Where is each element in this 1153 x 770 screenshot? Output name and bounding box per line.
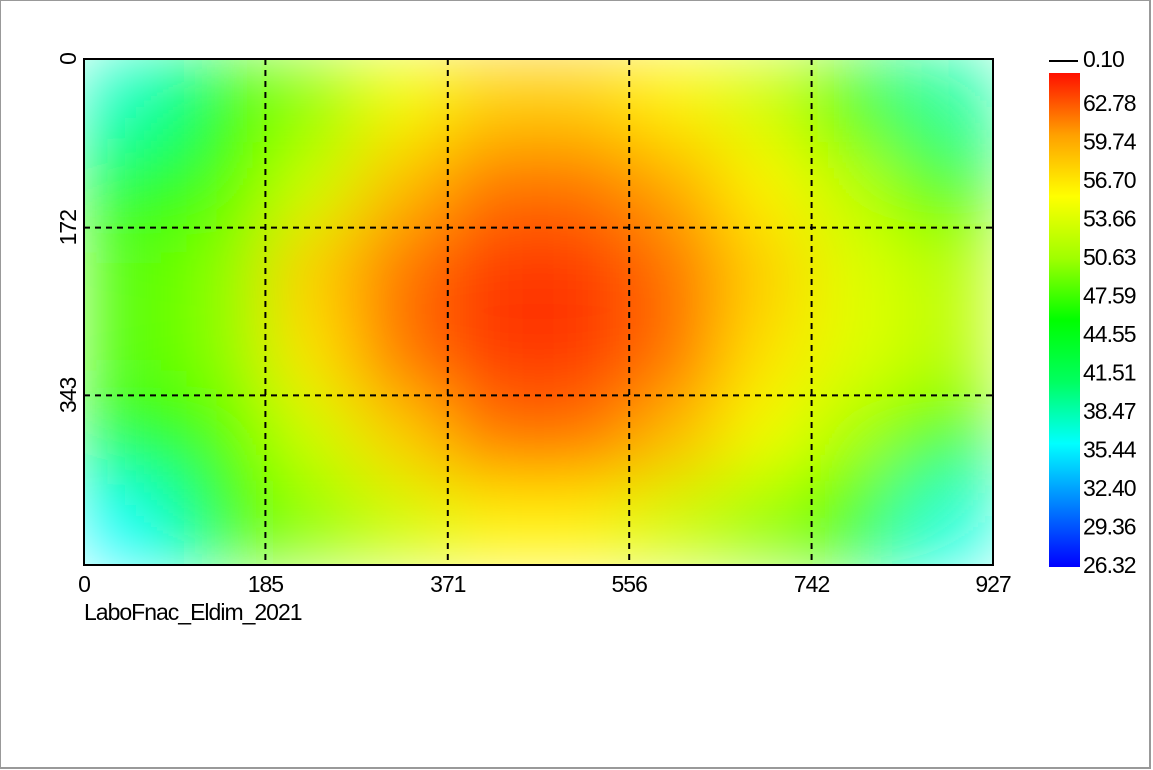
heat-cell	[174, 311, 267, 397]
y-tick-label: 172	[55, 210, 81, 246]
heat-cell	[174, 227, 267, 313]
heat-cell	[84, 59, 176, 144]
heat-cell	[84, 142, 176, 229]
heat-cell	[628, 395, 721, 482]
x-tick-label: 185	[248, 571, 284, 597]
heat-cell	[447, 227, 539, 313]
heat-cell	[174, 59, 267, 144]
plot-frame	[83, 58, 994, 566]
heatmap	[84, 59, 993, 565]
heat-cell	[265, 480, 358, 565]
heat-cell	[810, 480, 903, 565]
heat-cell	[356, 59, 449, 144]
heat-cell	[265, 395, 358, 482]
heat-cell	[447, 59, 539, 144]
heat-cell	[84, 395, 176, 482]
heat-cell	[719, 227, 812, 313]
y-tick-label: 0	[55, 53, 81, 65]
heat-cell	[628, 142, 721, 229]
heat-cell	[447, 395, 539, 482]
heat-cell	[719, 142, 812, 229]
heat-cell	[810, 59, 903, 144]
colorbar-tick-label: 35.44	[1083, 436, 1137, 462]
heat-cell	[901, 480, 993, 565]
heat-cell	[538, 480, 630, 565]
heat-cell	[538, 311, 630, 397]
colorbar-tick-label: 56.70	[1083, 167, 1136, 193]
heat-cell	[538, 142, 630, 229]
colorbar-tick-label: 59.74	[1083, 129, 1137, 155]
heat-cell	[265, 227, 358, 313]
x-tick-label: 927	[975, 571, 1011, 597]
heat-cell	[901, 311, 993, 397]
x-tick-label: 0	[78, 571, 90, 597]
heat-cell	[447, 311, 539, 397]
colorbar-tick-label: 53.66	[1083, 206, 1136, 232]
heat-cell	[356, 311, 449, 397]
heat-cell	[810, 311, 903, 397]
heat-cell	[901, 395, 993, 482]
plot-area	[84, 59, 993, 565]
colorbar-tick-label: 41.51	[1083, 360, 1136, 386]
x-tick-label: 556	[612, 571, 648, 597]
colorbar-tick-label: 26.32	[1083, 552, 1136, 578]
heat-cell	[810, 142, 903, 229]
heat-cell	[174, 395, 267, 482]
heat-cell	[84, 311, 176, 397]
heat-cell	[538, 227, 630, 313]
heat-cell	[174, 142, 267, 229]
heat-cell	[719, 480, 812, 565]
heat-cell	[810, 227, 903, 313]
heat-cell	[265, 142, 358, 229]
x-tick-label: 371	[430, 571, 466, 597]
y-tick-label: 343	[55, 377, 81, 413]
colorbar-tick-label: 44.55	[1083, 321, 1136, 347]
heat-cell	[84, 227, 176, 313]
x-axis-label: LaboFnac_Eldim_2021	[84, 599, 302, 625]
heat-cell	[538, 395, 630, 482]
heat-cell	[447, 142, 539, 229]
heat-cell	[719, 59, 812, 144]
heat-cell	[356, 142, 449, 229]
colorbar-marker-label: 0.10	[1083, 46, 1124, 72]
colorbar-tick-label: 38.47	[1083, 398, 1136, 424]
heat-cell	[447, 480, 539, 565]
x-tick-label: 742	[794, 571, 830, 597]
heat-cell	[628, 59, 721, 144]
heat-cell	[538, 59, 630, 144]
colorbar-tick-label: 62.78	[1083, 90, 1136, 116]
colorbar-tick-label: 50.63	[1083, 244, 1136, 270]
heat-cell	[628, 227, 721, 313]
heat-cell	[174, 480, 267, 565]
colorbar-tick-label: 32.40	[1083, 475, 1136, 501]
heat-cell	[356, 227, 449, 313]
heat-cell	[356, 395, 449, 482]
heat-cell	[810, 395, 903, 482]
colorbar-tick-label: 29.36	[1083, 514, 1136, 540]
heat-cell	[901, 227, 993, 313]
heat-cell	[628, 480, 721, 565]
heat-cell	[356, 480, 449, 565]
colorbar	[1049, 73, 1080, 567]
heat-cell	[84, 480, 176, 565]
heat-cell	[628, 311, 721, 397]
colorbar-tick-label: 47.59	[1083, 283, 1136, 309]
heat-cell	[265, 311, 358, 397]
heat-cell	[719, 311, 812, 397]
heat-cell	[719, 395, 812, 482]
heat-cell	[265, 59, 358, 144]
heat-cell	[901, 142, 993, 229]
heat-cell	[901, 59, 993, 144]
